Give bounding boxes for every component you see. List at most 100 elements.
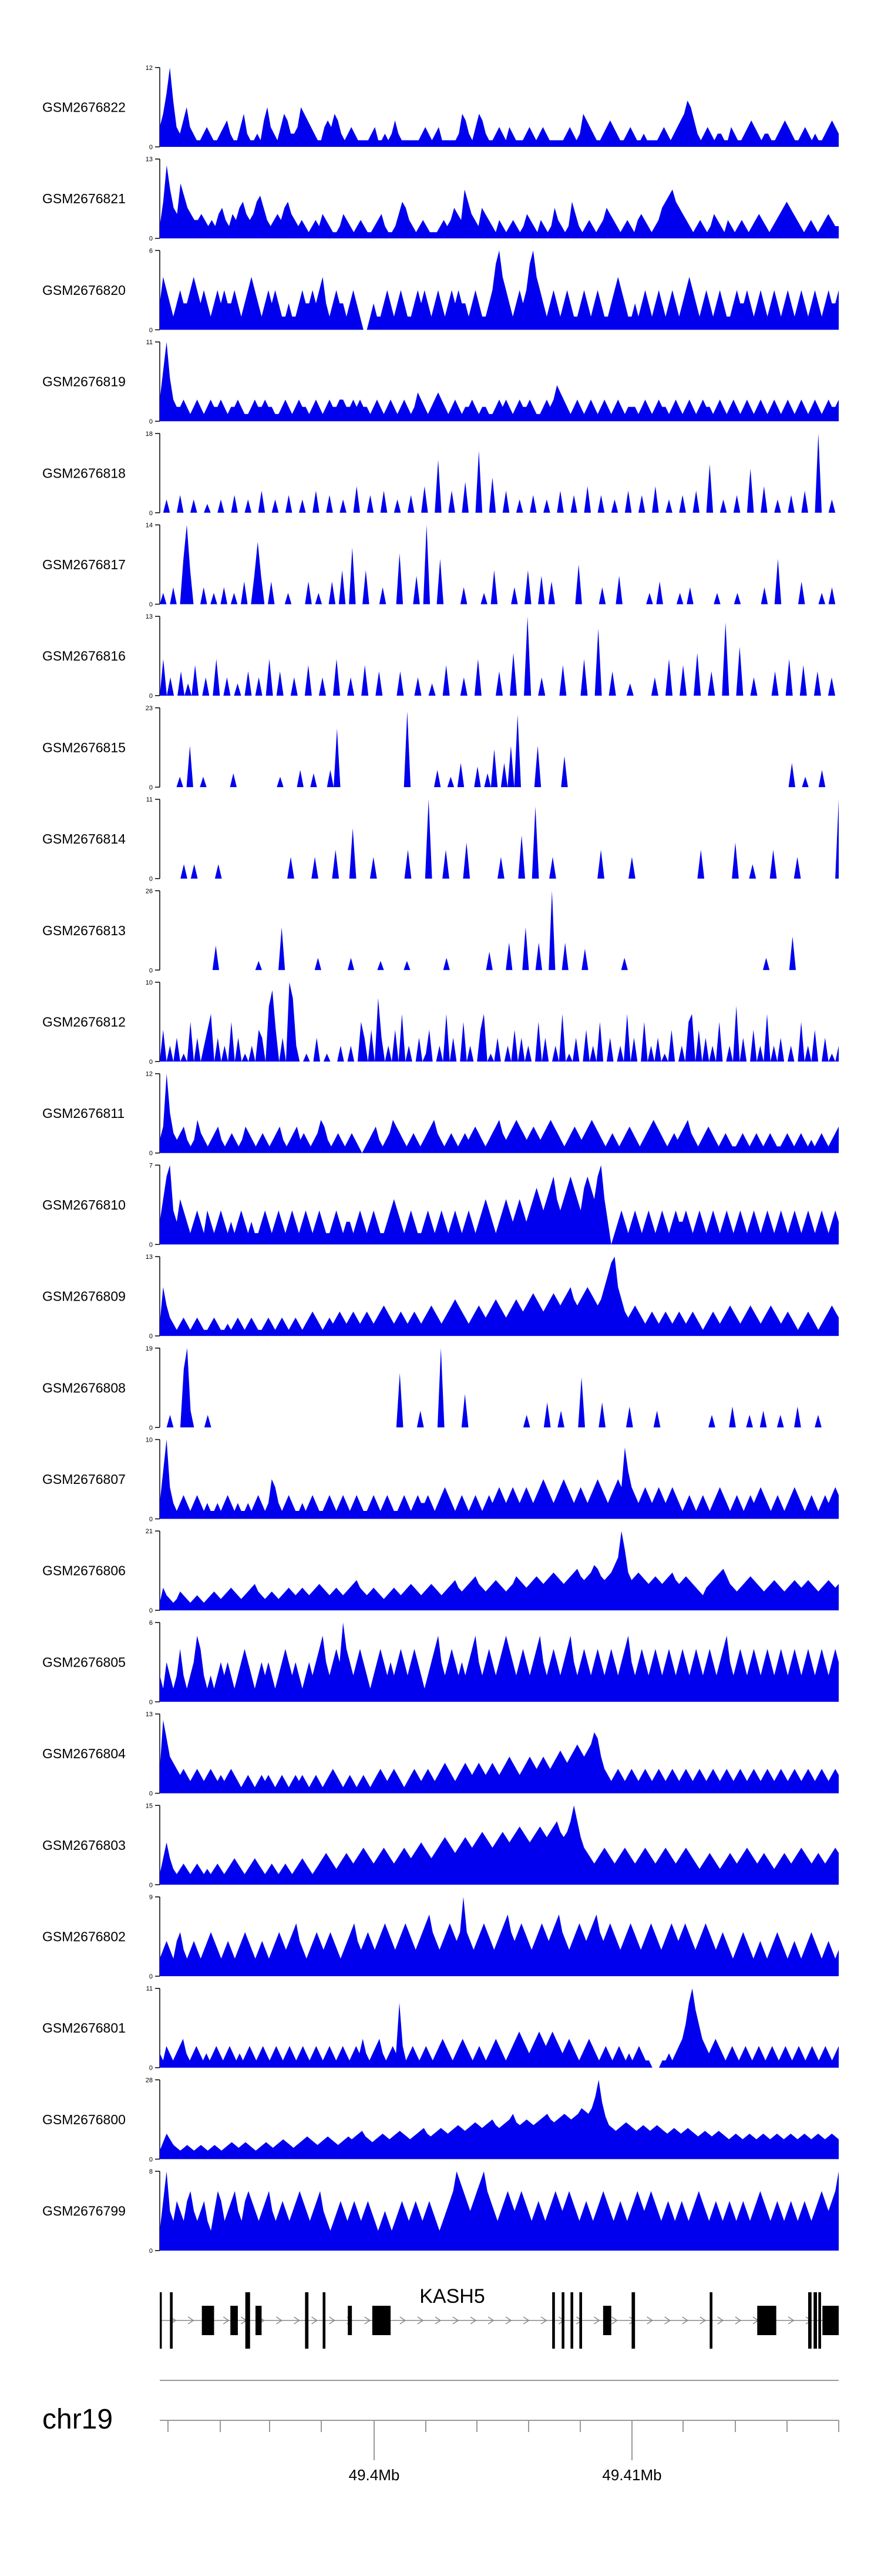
strand-arrow-icon	[417, 2316, 424, 2325]
y-axis-min-label: 0	[149, 602, 153, 609]
coverage-area	[160, 1073, 839, 1153]
strand-arrow-icon	[329, 2316, 335, 2325]
exon-block	[561, 2292, 564, 2349]
track-label: GSM2676819	[42, 374, 126, 389]
track-GSM2676800: GSM2676800 28 0	[42, 2077, 839, 2163]
y-axis-max-label: 8	[149, 2168, 153, 2175]
track-label: GSM2676816	[42, 649, 126, 664]
track-label: GSM2676804	[42, 1746, 126, 1761]
y-axis-max-label: 15	[146, 1802, 153, 1809]
y-axis-min-label: 0	[149, 1241, 153, 1248]
y-axis-min-label: 0	[149, 1607, 153, 1614]
track-label: GSM2676805	[42, 1654, 126, 1670]
strand-arrow-icon	[540, 2316, 547, 2325]
y-axis-max-label: 14	[146, 522, 153, 529]
track-GSM2676816: GSM2676816 13 0	[42, 613, 839, 700]
y-axis-min-label: 0	[149, 1882, 153, 1889]
coverage-area	[160, 342, 839, 422]
axis-tick-label: 49.41Mb	[602, 2466, 661, 2484]
y-axis-max-label: 11	[146, 1986, 153, 1993]
coverage-area	[160, 711, 839, 787]
strand-arrow-icon	[664, 2316, 671, 2325]
coverage-area	[160, 433, 839, 513]
y-axis-max-label: 12	[146, 1071, 153, 1078]
coverage-area	[160, 525, 839, 604]
y-axis-min-label: 0	[149, 510, 153, 517]
exon-block	[201, 2306, 214, 2335]
coverage-area	[160, 1805, 839, 1885]
strand-arrow-icon	[788, 2316, 795, 2325]
coverage-area	[160, 2171, 839, 2251]
y-axis-max-label: 10	[146, 979, 153, 986]
coverage-area	[160, 1348, 839, 1428]
coverage-area	[160, 1257, 839, 1336]
y-axis-max-label: 13	[146, 1711, 153, 1718]
exon-block	[245, 2292, 250, 2349]
y-axis-max-label: 28	[146, 2077, 153, 2084]
exon-block	[813, 2292, 818, 2349]
y-axis-max-label: 19	[146, 1345, 153, 1352]
track-label: GSM2676803	[42, 1838, 126, 1853]
coverage-area	[160, 1988, 839, 2068]
coverage-area	[160, 1720, 839, 1794]
y-axis-min-label: 0	[149, 2156, 153, 2163]
strand-arrow-icon	[452, 2316, 459, 2325]
y-axis-min-label: 0	[149, 693, 153, 700]
y-axis-max-label: 11	[146, 797, 153, 804]
coverage-area	[160, 799, 839, 879]
track-label: GSM2676817	[42, 557, 126, 572]
track-GSM2676814: GSM2676814 11 0	[42, 797, 839, 883]
coverage-area	[160, 165, 839, 239]
track-GSM2676803: GSM2676803 15 0	[42, 1802, 839, 1889]
exon-block	[822, 2306, 839, 2335]
y-axis-min-label: 0	[149, 1425, 153, 1432]
coverage-area	[160, 1622, 839, 1702]
y-axis-min-label: 0	[149, 1059, 153, 1066]
track-GSM2676821: GSM2676821 13 0	[42, 156, 839, 243]
track-label: GSM2676815	[42, 740, 126, 755]
coverage-area	[160, 982, 839, 1062]
exon-block	[579, 2292, 583, 2349]
strand-arrow-icon	[487, 2316, 495, 2325]
y-axis-max-label: 23	[146, 705, 153, 712]
exon-block	[818, 2292, 821, 2349]
strand-arrow-icon	[717, 2316, 724, 2325]
y-axis-min-label: 0	[149, 1516, 153, 1523]
strand-arrow-icon	[276, 2316, 283, 2325]
y-axis-min-label: 0	[149, 1150, 153, 1157]
track-GSM2676819: GSM2676819 11 0	[42, 339, 839, 425]
strand-arrow-icon	[594, 2316, 600, 2325]
track-GSM2676815: GSM2676815 23 0	[42, 705, 839, 791]
gene-name-label: KASH5	[419, 2285, 485, 2308]
y-axis-max-label: 13	[146, 1254, 153, 1261]
track-label: GSM2676807	[42, 1472, 126, 1487]
track-GSM2676809: GSM2676809 13 0	[42, 1254, 839, 1340]
y-axis-max-label: 6	[149, 247, 153, 254]
y-axis-min-label: 0	[149, 2248, 153, 2255]
y-axis-max-label: 13	[146, 613, 153, 620]
y-axis-max-label: 7	[149, 1162, 153, 1169]
track-GSM2676805: GSM2676805 6 0	[42, 1620, 839, 1706]
strand-arrow-icon	[187, 2316, 194, 2325]
y-axis-min-label: 0	[149, 1333, 153, 1340]
exon-block	[230, 2306, 238, 2335]
y-axis-max-label: 11	[146, 339, 153, 346]
track-label: GSM2676820	[42, 283, 126, 298]
track-GSM2676807: GSM2676807 10 0	[42, 1437, 839, 1523]
track-GSM2676820: GSM2676820 6 0	[42, 247, 839, 334]
coverage-area	[160, 250, 839, 330]
track-label: GSM2676809	[42, 1289, 126, 1304]
track-GSM2676808: GSM2676808 19 0	[42, 1345, 839, 1432]
track-label: GSM2676802	[42, 1929, 126, 1944]
y-axis-max-label: 13	[146, 156, 153, 163]
exon-block	[709, 2292, 712, 2349]
track-label: GSM2676814	[42, 831, 126, 847]
track-label: GSM2676811	[42, 1106, 125, 1121]
strand-arrow-icon	[294, 2316, 300, 2325]
y-axis-min-label: 0	[149, 1699, 153, 1706]
track-GSM2676813: GSM2676813 26 0	[42, 888, 816, 974]
chromosome-label: chr19	[42, 2404, 113, 2435]
strand-arrow-icon	[735, 2316, 742, 2325]
track-GSM2676822: GSM2676822 12 0	[42, 65, 839, 151]
